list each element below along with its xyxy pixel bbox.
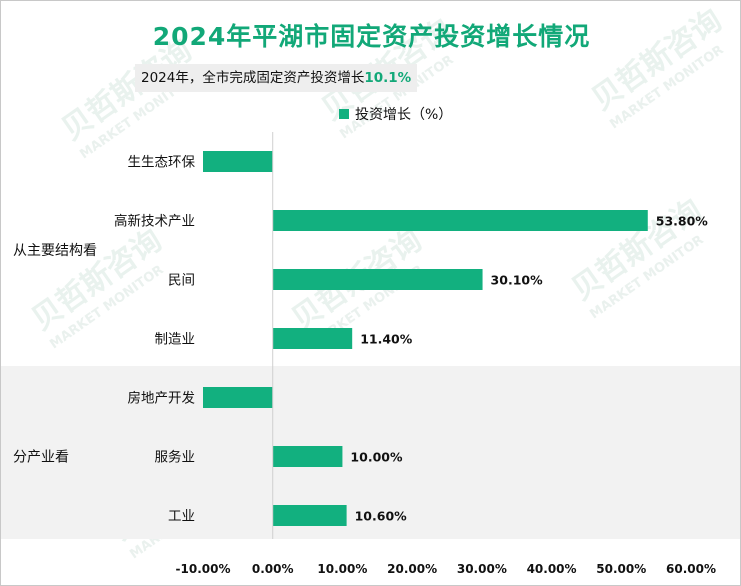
data-label-3: 11.40% xyxy=(360,332,413,347)
legend-swatch xyxy=(339,109,349,119)
bar-6 xyxy=(272,505,347,526)
data-label-6: 10.60% xyxy=(355,509,408,524)
category-label-5: 服务业 xyxy=(155,450,196,466)
chart-title: 2024年平湖市固定资产投资增长情况 xyxy=(152,22,591,51)
x-tick-label-1: 0.00% xyxy=(252,562,294,576)
category-label-6: 工业 xyxy=(168,509,195,525)
legend: 投资增长（%） xyxy=(339,104,452,124)
category-label-3: 制造业 xyxy=(155,332,196,348)
data-label-2: 30.10% xyxy=(491,273,544,288)
bar-3 xyxy=(272,328,353,349)
x-tick-label-5: 40.00% xyxy=(527,562,577,576)
category-label-4: 房地产开发 xyxy=(128,391,196,407)
bar-5 xyxy=(272,446,343,467)
bar-2 xyxy=(272,269,483,290)
x-tick-label-2: 10.00% xyxy=(317,562,367,576)
data-label-1: 53.80% xyxy=(656,214,709,229)
legend-label: 投资增长（%） xyxy=(355,107,453,123)
bar-0 xyxy=(203,151,273,172)
category-label-0: 生生态环保 xyxy=(128,155,196,171)
subtitle-highlight-value: 10.1% xyxy=(364,70,412,86)
subtitle-text: 2024年，全市完成固定资产投资增长 xyxy=(141,70,365,86)
x-tick-label-3: 20.00% xyxy=(387,562,437,576)
group-label-1: 分产业看 xyxy=(13,450,69,466)
x-tick-label-6: 50.00% xyxy=(596,562,646,576)
category-label-1: 高新技术产业 xyxy=(114,213,195,230)
x-tick-label-0: -10.00% xyxy=(176,562,231,576)
data-label-5: 10.00% xyxy=(350,450,403,465)
subtitle-box: 2024年，全市完成固定资产投资增长10.1% xyxy=(135,64,418,92)
category-label-2: 民间 xyxy=(168,273,195,289)
group-label-0: 从主要结构看 xyxy=(13,243,97,259)
group-band xyxy=(1,366,740,539)
x-tick-label-4: 30.00% xyxy=(457,562,507,576)
bar-4 xyxy=(203,387,273,408)
bar-1 xyxy=(272,210,648,231)
x-tick-label-7: 60.00% xyxy=(666,562,716,576)
